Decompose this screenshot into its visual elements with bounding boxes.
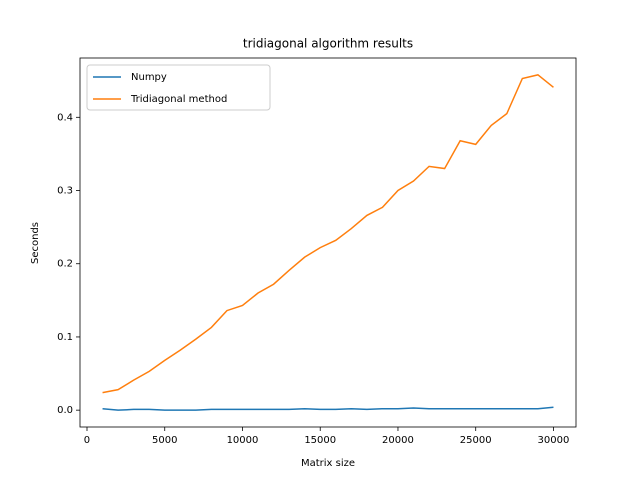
y-tick-label: 0.2: [57, 259, 73, 270]
y-tick-label: 0.0: [57, 405, 73, 416]
x-tick-label: 0: [84, 435, 90, 446]
x-tick-label: 25000: [460, 435, 492, 446]
x-tick-label: 15000: [304, 435, 336, 446]
x-tick-label: 10000: [227, 435, 259, 446]
line-series: [102, 406, 554, 411]
x-axis-label: Matrix size: [301, 458, 355, 469]
x-tick-label: 5000: [152, 435, 177, 446]
y-axis-label: Seconds: [30, 222, 41, 264]
y-tick-label: 0.1: [57, 332, 73, 343]
legend-box: [86, 64, 271, 111]
legend-label: Tridiagonal method: [130, 94, 227, 105]
chart-title: tridiagonal algorithm results: [243, 37, 413, 51]
y-tick-label: 0.3: [57, 186, 73, 197]
legend-label: Numpy: [131, 72, 167, 83]
x-tick-label: 20000: [382, 435, 414, 446]
plot-frame: [79, 57, 577, 428]
x-tick-label: 30000: [538, 435, 570, 446]
line-series: [102, 74, 554, 394]
y-tick-label: 0.4: [57, 112, 73, 123]
